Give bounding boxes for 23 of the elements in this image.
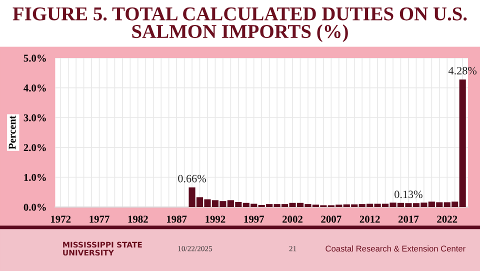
y-tick-label: 5.0%	[24, 54, 46, 62]
x-tick-label: 1972	[51, 216, 71, 223]
data-label: 0.66%	[178, 174, 206, 182]
x-tick-label: 1977	[90, 216, 110, 223]
x-tick-label: 2017	[398, 216, 419, 223]
y-tick-label: 3.0%	[24, 114, 46, 122]
x-tick-label: 1997	[244, 216, 264, 223]
y-tick-label: 0.0%	[24, 204, 46, 211]
y-tick-label: 4.0%	[24, 84, 46, 92]
text: Coastal Research & Extension Center	[326, 245, 466, 252]
x-tick-label: 2002	[282, 216, 302, 223]
x-tick-label: 1992	[206, 216, 226, 223]
data-label: 0.13%	[394, 190, 422, 198]
y-tick-label: 2.0%	[24, 144, 46, 152]
y-axis-title: Percent	[8, 116, 16, 150]
x-tick-label: 1982	[128, 216, 148, 223]
x-tick-label: 2007	[321, 216, 342, 223]
x-tick-label: 2012	[360, 216, 380, 223]
data-label: 4.28%	[448, 66, 477, 74]
x-tick-label: 1987	[166, 216, 187, 223]
x-tick-label: 2022	[437, 216, 458, 223]
y-tick-label: 1.0%	[24, 174, 46, 181]
chart-title: FIGURE 5. TOTAL CALCULATED DUTIES ON U.S. SALMON IMPORTS (%)	[12, 7, 467, 42]
